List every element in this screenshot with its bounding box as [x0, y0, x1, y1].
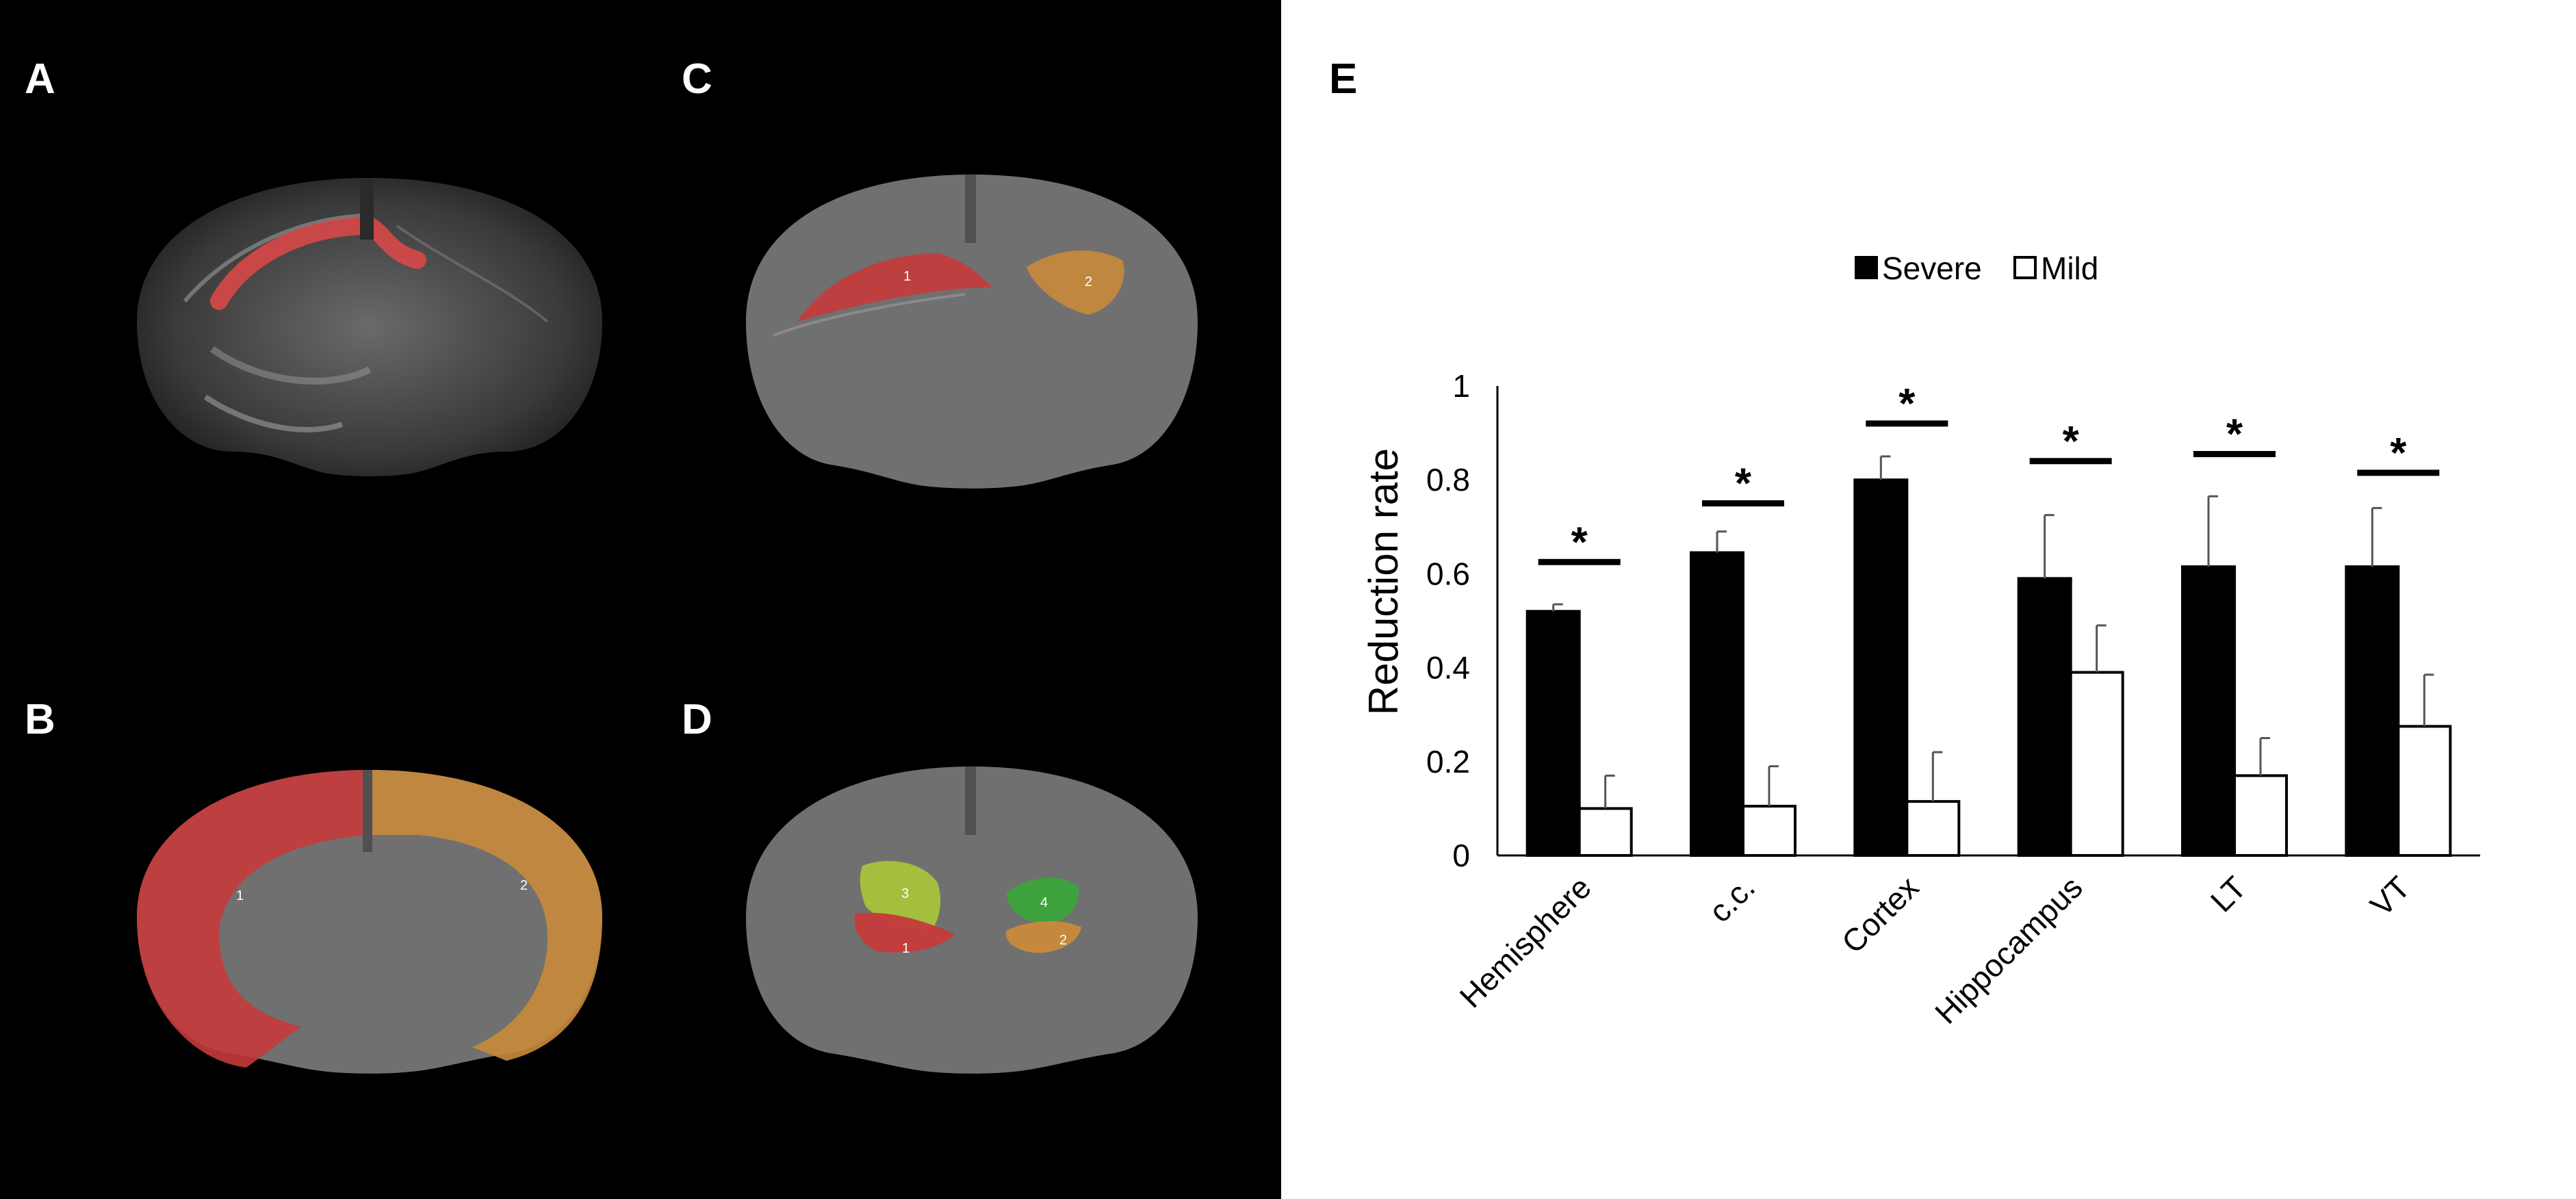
- legend-label-mild: Mild: [2041, 250, 2098, 286]
- panel-label-d: D: [682, 696, 712, 743]
- x-tick-label: Hemisphere: [1453, 869, 1598, 1014]
- y-tick-label: 1: [1452, 368, 1470, 404]
- brain-image-a: [137, 178, 602, 476]
- bar-severe-2: [1853, 478, 1909, 857]
- bar-mild-5: [2397, 725, 2452, 857]
- significance-star-0: *: [1571, 519, 1588, 566]
- region-number-b2: 2: [520, 878, 528, 893]
- x-ticks: Hemisphere c.c. Cortex Hippocampus LT VT: [1453, 869, 2417, 1031]
- x-tick-label: LT: [2204, 869, 2253, 918]
- brain-image-b: 1 2: [137, 770, 602, 1074]
- y-tick-label: 0.6: [1426, 556, 1470, 591]
- bar-mild-3: [2069, 671, 2124, 858]
- legend: Severe Mild: [1855, 250, 2098, 286]
- bars: [1525, 455, 2452, 858]
- bar-chart: 0 0.2 0.4 0.6 0.8 1 * * * * * * Hemisphere c.c. Cort…: [1361, 250, 2480, 1031]
- panel-label-e: E: [1329, 55, 1358, 103]
- bar-severe-1: [1690, 551, 1744, 858]
- significance-star-1: *: [1735, 461, 1752, 508]
- y-tick-label: 0.4: [1426, 650, 1470, 686]
- legend-label-severe: Severe: [1882, 250, 1982, 286]
- y-axis-label: Reduction rate: [1361, 448, 1406, 715]
- y-tick-label: 0: [1452, 838, 1470, 873]
- significance-star-5: *: [2390, 430, 2407, 477]
- bar-severe-5: [2345, 565, 2400, 857]
- region-number-d3: 3: [901, 886, 909, 901]
- bar-severe-0: [1525, 610, 1581, 858]
- region-number-c2: 2: [1085, 274, 1092, 289]
- x-tick-label: VT: [2363, 869, 2417, 923]
- y-ticks: 0 0.2 0.4 0.6 0.8 1: [1426, 368, 1470, 873]
- chart-axes: [1496, 386, 2480, 857]
- brain-image-d: 1 2 3 4: [746, 766, 1198, 1074]
- x-tick-label: c.c.: [1702, 869, 1762, 929]
- panel-label-b: B: [25, 696, 55, 743]
- brain-image-c: 1 2: [746, 175, 1198, 489]
- legend-swatch-severe: [1855, 256, 1878, 279]
- bar-mild-2: [1905, 800, 1961, 857]
- y-tick-label: 0.8: [1426, 462, 1470, 498]
- y-tick-label: 0.2: [1426, 744, 1470, 779]
- region-number-b1: 1: [236, 888, 244, 903]
- significance-star-3: *: [2063, 418, 2080, 465]
- significance-star-2: *: [1898, 381, 1916, 428]
- panel-label-c: C: [682, 55, 712, 103]
- legend-swatch-mild: [2013, 256, 2037, 279]
- region-number-d4: 4: [1040, 895, 1048, 910]
- x-tick-label: Cortex: [1835, 869, 1926, 960]
- bar-severe-3: [2017, 577, 2072, 857]
- region-number-c1: 1: [903, 269, 911, 284]
- mri-image-panel: A C B D 1 2 1 2: [0, 0, 1281, 1199]
- x-tick-label: Hippocampus: [1928, 869, 2089, 1031]
- bar-severe-4: [2181, 565, 2236, 857]
- bar-mild-1: [1742, 804, 1796, 857]
- region-number-d2: 2: [1059, 933, 1067, 948]
- significance-markers: * * * * * *: [1538, 381, 2440, 566]
- bar-mild-0: [1577, 807, 1633, 858]
- significance-star-4: *: [2226, 411, 2243, 458]
- panel-label-a: A: [25, 55, 55, 103]
- region-number-d1: 1: [902, 941, 910, 956]
- bar-mild-4: [2233, 774, 2288, 858]
